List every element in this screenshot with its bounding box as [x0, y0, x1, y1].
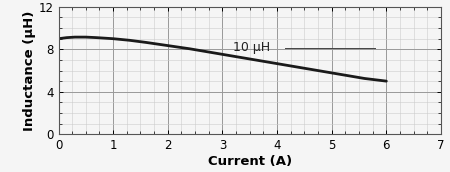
Y-axis label: Inductance (μH): Inductance (μH)	[23, 10, 36, 131]
Text: 10 μH: 10 μH	[234, 41, 270, 54]
X-axis label: Current (A): Current (A)	[208, 155, 292, 168]
